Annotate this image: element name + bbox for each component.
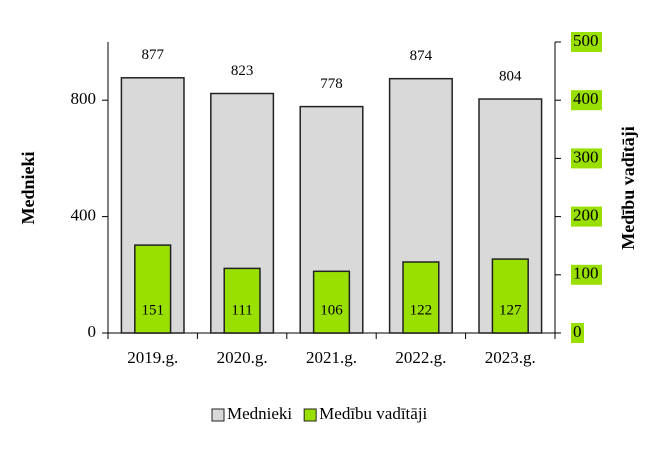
x-tick-label: 2022.g. [395, 348, 446, 367]
bar [402, 261, 440, 334]
data-label: 127 [499, 302, 522, 318]
data-label: 111 [231, 302, 252, 318]
y2-tick-highlight [571, 148, 602, 169]
legend-swatch [303, 408, 317, 422]
y2-tick-highlight [571, 323, 584, 343]
x-tick-label: 2019.g. [127, 348, 178, 367]
bar [134, 244, 172, 334]
y2-tick-highlight [571, 206, 602, 227]
data-label: 122 [410, 302, 433, 318]
legend-label: Mednieki [227, 404, 292, 423]
y2-tick-label: 200 [573, 206, 599, 225]
data-label: 823 [231, 63, 254, 79]
y-tick-label: 800 [71, 89, 97, 108]
y2-tick-label: 400 [573, 89, 599, 108]
y2-tick-highlight [571, 90, 602, 111]
legend-swatch [211, 408, 225, 422]
y-tick-label: 0 [88, 322, 97, 341]
data-label: 151 [141, 302, 164, 318]
data-label: 877 [141, 47, 164, 63]
bar [312, 270, 351, 334]
y2-tick-label: 500 [573, 31, 599, 50]
bar [223, 267, 261, 334]
y2-tick-highlight [571, 264, 602, 285]
x-tick-label: 2021.g. [306, 348, 357, 367]
x-tick-label: 2023.g. [485, 348, 536, 367]
data-label: 804 [499, 68, 522, 84]
y-tick-label: 400 [71, 206, 97, 225]
y2-tick-label: 100 [573, 264, 599, 283]
data-label: 778 [320, 76, 343, 92]
data-label: 874 [410, 48, 433, 64]
y-axis-title: Mednieki [18, 151, 38, 224]
legend-label: Medību vadītāji [319, 404, 427, 423]
y2-axis-title: Medību vadītāji [618, 126, 638, 250]
y2-tick-label: 300 [573, 147, 599, 166]
x-tick-label: 2020.g. [217, 348, 268, 367]
y2-tick-highlight [571, 32, 602, 52]
data-label: 106 [320, 302, 343, 318]
bar [491, 258, 529, 334]
y2-tick-label: 0 [573, 322, 582, 341]
